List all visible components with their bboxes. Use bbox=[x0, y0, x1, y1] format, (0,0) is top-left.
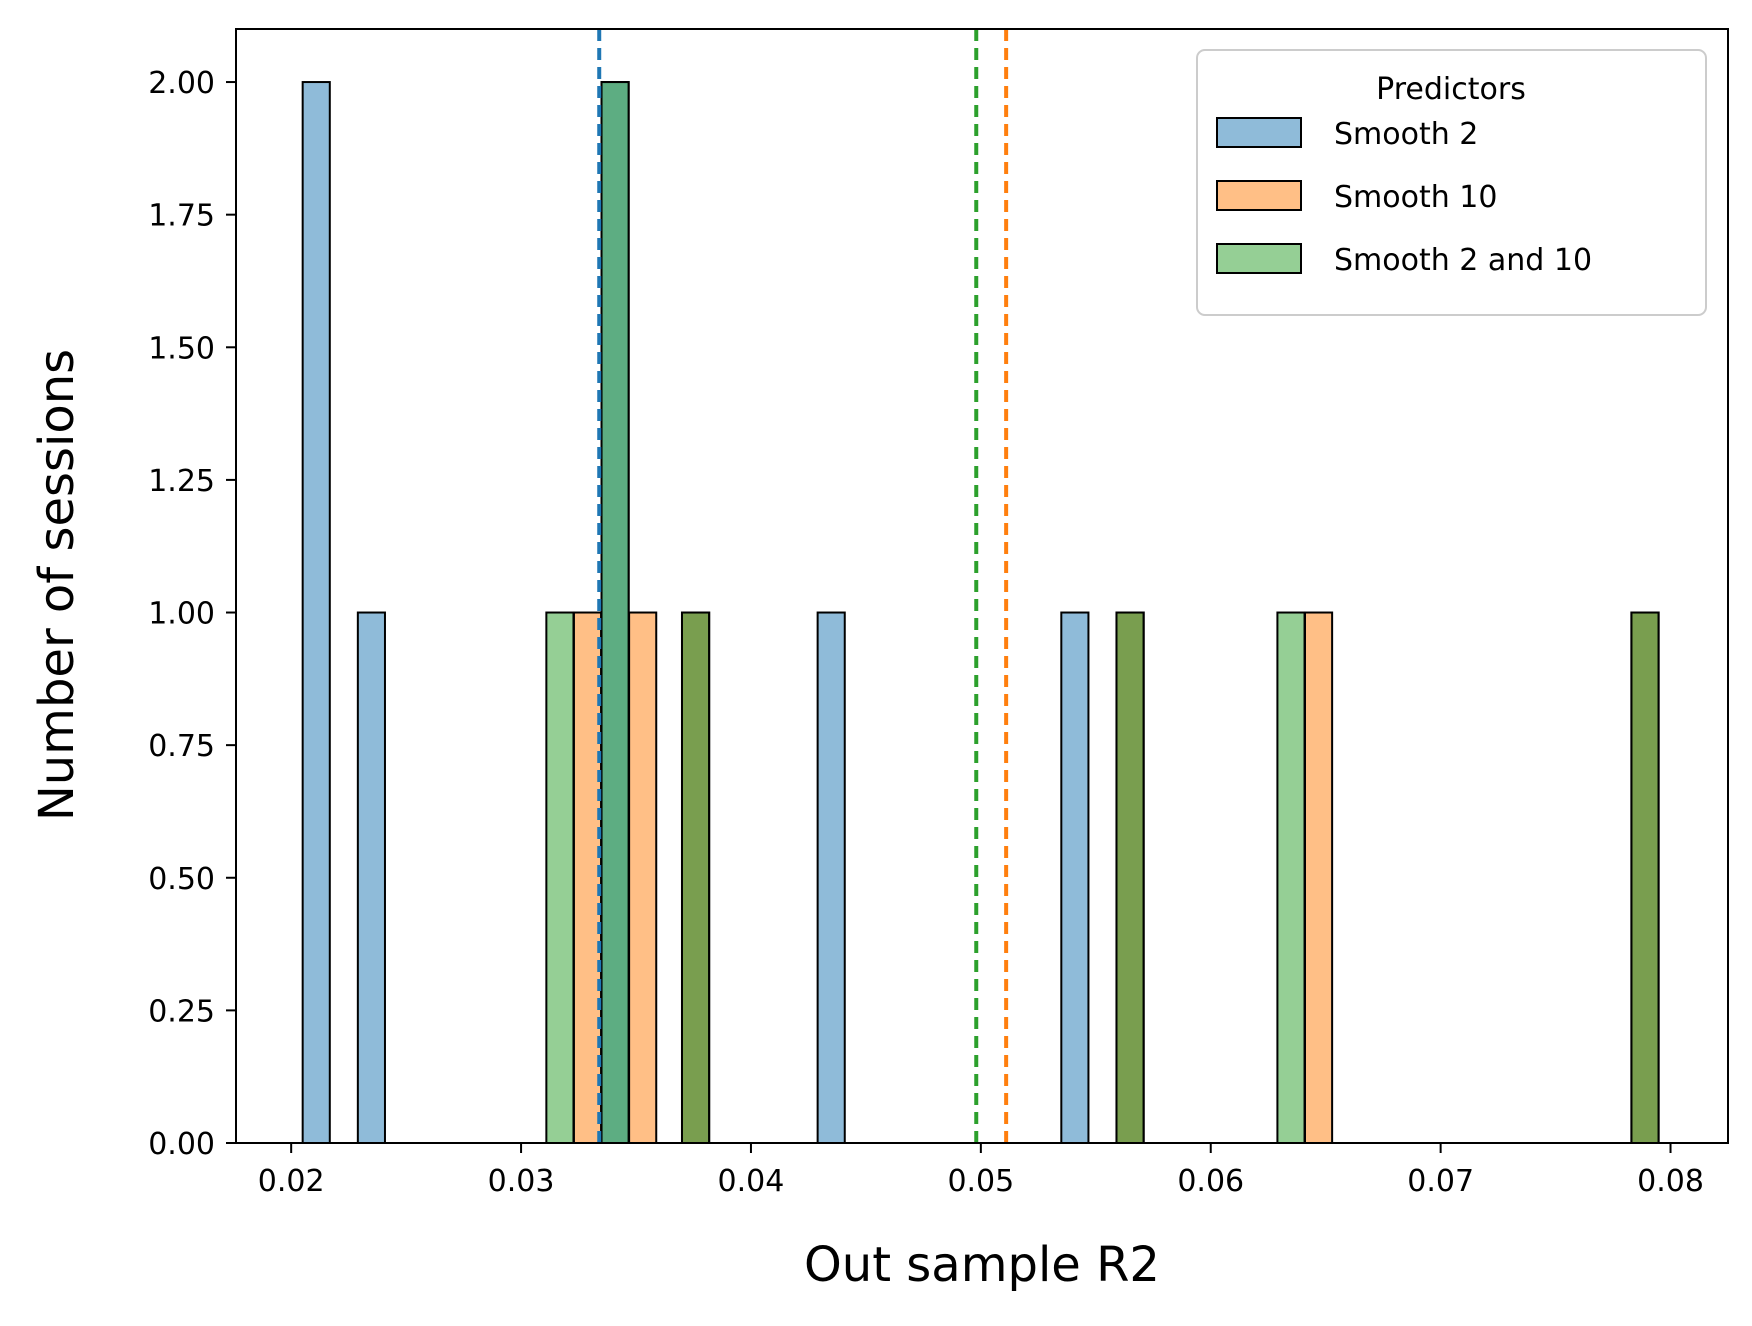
y-tick-label: 1.50 bbox=[148, 331, 215, 366]
bar-smooth-2-and-10-2 bbox=[680, 611, 711, 1144]
ticks-layer: 0.02 0.03 0.04 0.05 0.06 0.07 0.08 0.00 0.25 0.50… bbox=[148, 66, 1704, 1199]
bar-smooth-2-4 bbox=[816, 611, 846, 1144]
legend-frame bbox=[1196, 49, 1707, 316]
bar-smooth-10-0 bbox=[572, 611, 603, 1144]
bar-smooth-2-and-10-5 bbox=[1630, 611, 1660, 1144]
axes-layer bbox=[235, 28, 1729, 1144]
legend-entries: Smooth 2 Smooth 10 Smooth 2 and 10 bbox=[1216, 117, 1592, 278]
legend-swatch-smooth-10 bbox=[1216, 180, 1302, 211]
legend-label-smooth-10: Smooth 10 bbox=[1334, 180, 1497, 215]
bar-smooth-2-and-10-1 bbox=[600, 81, 630, 1145]
legend-title: Predictors bbox=[1376, 72, 1526, 107]
y-tick-label: 2.00 bbox=[148, 66, 215, 101]
legend-swatch-smooth-2 bbox=[1216, 117, 1302, 148]
bars-layer bbox=[301, 81, 1660, 1145]
y-tick-label: 0.25 bbox=[148, 994, 215, 1029]
x-axis-title: Out sample R2 bbox=[804, 1237, 1160, 1293]
legend-label-smooth-2-and-10: Smooth 2 and 10 bbox=[1334, 243, 1592, 278]
x-tick-label: 0.05 bbox=[947, 1164, 1014, 1199]
bar-smooth-2-and-10-4 bbox=[1276, 611, 1306, 1144]
x-tick-label: 0.08 bbox=[1637, 1164, 1704, 1199]
y-tick-label: 0.75 bbox=[148, 729, 215, 764]
legend: Predictors Smooth 2 Smooth 10 Smooth 2 and… bbox=[1196, 49, 1707, 316]
x-tick-label: 0.07 bbox=[1407, 1164, 1474, 1199]
bar-smooth-2-0 bbox=[301, 81, 331, 1145]
bar-smooth-2-5 bbox=[1060, 611, 1090, 1144]
x-tick-label: 0.02 bbox=[258, 1164, 325, 1199]
y-tick-label: 0.50 bbox=[148, 862, 215, 897]
bar-smooth-10-1 bbox=[628, 611, 658, 1144]
bar-smooth-2-and-10-0 bbox=[545, 611, 575, 1144]
y-axis-title: Number of sessions bbox=[29, 349, 85, 821]
mean-lines-layer bbox=[597, 29, 1009, 1143]
bar-smooth-2-1 bbox=[356, 611, 386, 1144]
x-tick-label: 0.06 bbox=[1177, 1164, 1244, 1199]
legend-swatch-smooth-2-and-10 bbox=[1216, 243, 1302, 274]
y-tick-label: 1.25 bbox=[148, 464, 215, 499]
x-tick-label: 0.04 bbox=[718, 1164, 785, 1199]
y-tick-label: 0.00 bbox=[148, 1127, 215, 1162]
y-tick-label: 1.00 bbox=[148, 597, 215, 632]
legend-label-smooth-2: Smooth 2 bbox=[1334, 117, 1478, 152]
plot-frame bbox=[235, 28, 1729, 1144]
y-tick-label: 1.75 bbox=[148, 199, 215, 234]
bar-smooth-2-and-10-3 bbox=[1115, 611, 1145, 1144]
x-tick-label: 0.03 bbox=[488, 1164, 555, 1199]
bar-smooth-10-4 bbox=[1303, 611, 1334, 1144]
